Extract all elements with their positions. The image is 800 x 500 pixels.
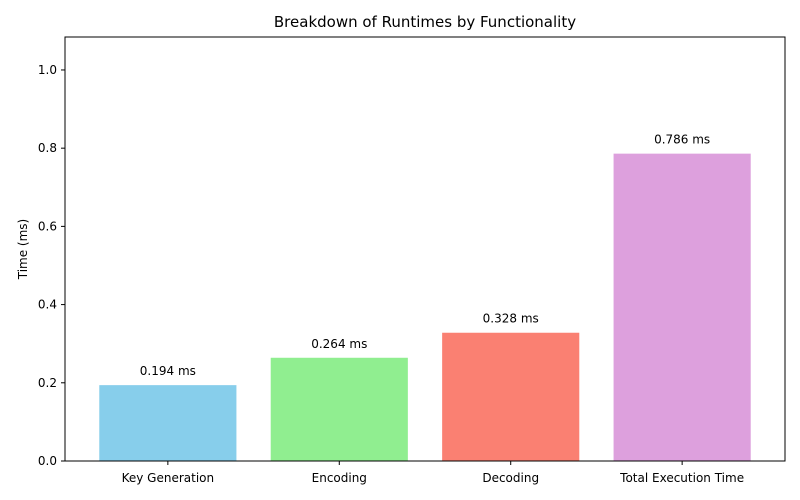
x-axis: Key Generation Encoding Decoding Total Exec… [122,461,744,485]
data-label: 0.264 ms [311,337,367,351]
y-tick-label: 1.0 [38,63,57,77]
bar-key-generation [99,385,237,461]
bar-total-execution-time [613,153,751,462]
y-axis-label: Time (ms) [16,219,30,281]
data-label: 0.328 ms [483,312,539,326]
x-tick-label: Total Execution Time [619,471,744,485]
y-tick-label: 0.2 [38,376,57,390]
data-label: 0.786 ms [654,133,710,147]
y-tick-label: 0.6 [38,219,57,233]
plot-frame [64,36,786,462]
y-tick-label: 0.4 [38,298,57,312]
x-tick-label: Decoding [482,471,539,485]
data-label: 0.194 ms [140,364,196,378]
x-tick-label: Key Generation [122,471,215,485]
bars-layer [99,153,751,462]
x-tick-label: Encoding [312,471,367,485]
y-tick-label: 0.0 [38,454,57,468]
y-tick-label: 0.8 [38,141,57,155]
bar-decoding [442,332,580,461]
y-axis: 0.0 0.2 0.4 0.6 0.8 1.0 [38,63,65,468]
bar-encoding [270,357,408,461]
data-labels-layer: 0.194 ms 0.264 ms 0.328 ms 0.786 ms [140,133,710,378]
chart-title: Breakdown of Runtimes by Functionality [274,13,576,31]
